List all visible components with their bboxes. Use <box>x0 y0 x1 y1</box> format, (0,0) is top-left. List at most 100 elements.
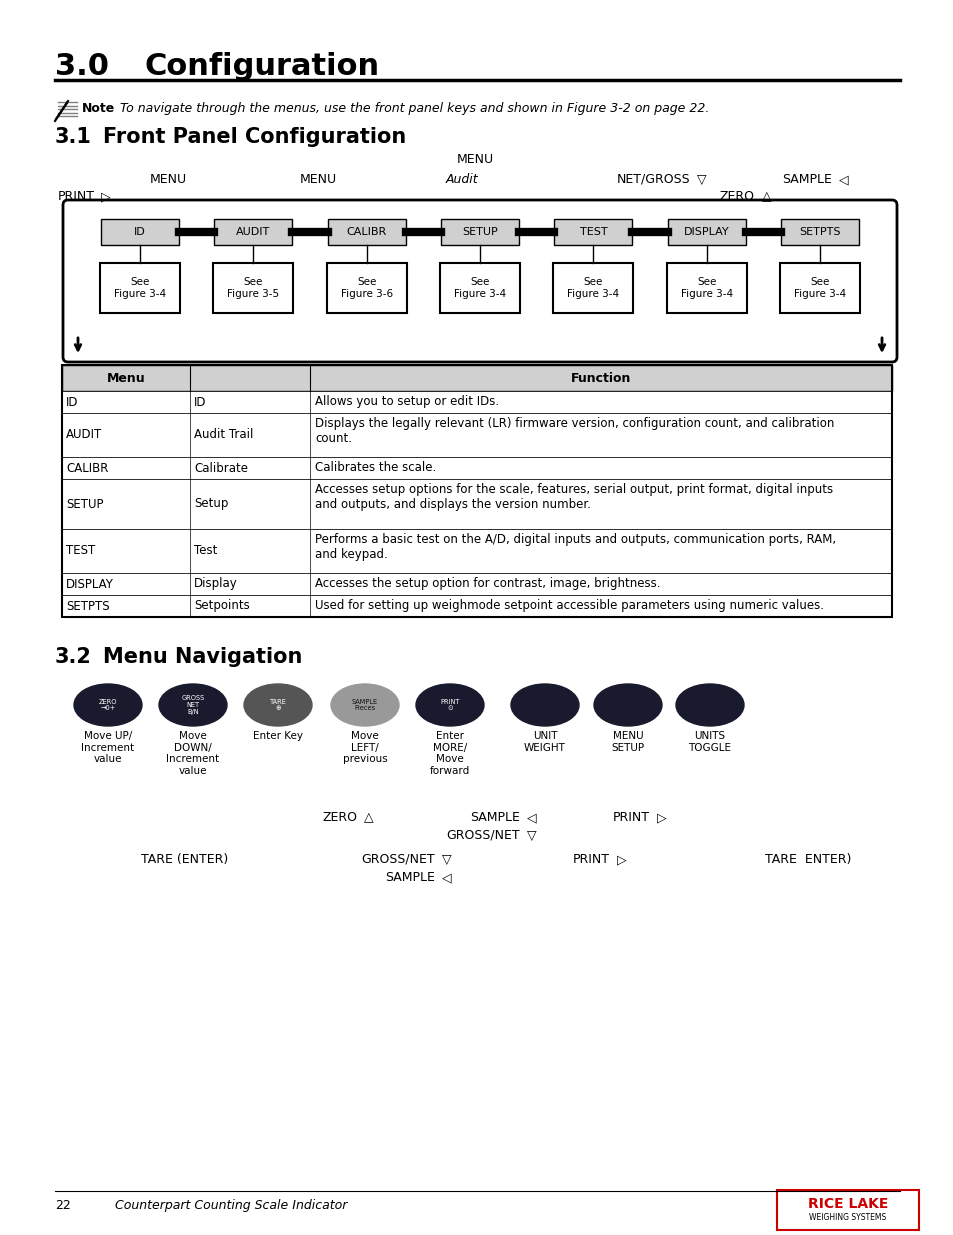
Text: Menu Navigation: Menu Navigation <box>103 647 302 667</box>
Text: Displays the legally relevant (LR) firmware version, configuration count, and ca: Displays the legally relevant (LR) firmw… <box>314 417 834 445</box>
Text: ▷: ▷ <box>97 190 111 203</box>
Text: ▽: ▽ <box>437 853 451 866</box>
FancyBboxPatch shape <box>62 529 891 573</box>
Text: UNITS
TOGGLE: UNITS TOGGLE <box>688 731 731 752</box>
Text: MENU: MENU <box>299 173 336 186</box>
Text: SETPTS: SETPTS <box>66 599 110 613</box>
Text: AUDIT: AUDIT <box>66 429 102 441</box>
Ellipse shape <box>594 684 661 726</box>
FancyBboxPatch shape <box>213 219 292 245</box>
Text: ID: ID <box>66 395 78 409</box>
FancyBboxPatch shape <box>667 219 745 245</box>
Text: SAMPLE
Pieces: SAMPLE Pieces <box>352 699 377 711</box>
FancyBboxPatch shape <box>440 219 518 245</box>
Text: ▽: ▽ <box>692 173 706 186</box>
FancyBboxPatch shape <box>776 1191 918 1230</box>
Text: WEIGHING SYSTEMS: WEIGHING SYSTEMS <box>808 1213 885 1221</box>
Text: Accesses setup options for the scale, features, serial output, print format, dig: Accesses setup options for the scale, fe… <box>314 483 832 511</box>
FancyBboxPatch shape <box>666 263 746 312</box>
FancyBboxPatch shape <box>62 479 891 529</box>
Ellipse shape <box>74 684 142 726</box>
Text: MENU: MENU <box>456 153 493 165</box>
FancyBboxPatch shape <box>327 219 405 245</box>
Text: To navigate through the menus, use the front panel keys and shown in Figure 3-2 : To navigate through the menus, use the f… <box>120 103 709 115</box>
Text: Test: Test <box>193 545 217 557</box>
Text: Audit: Audit <box>445 173 477 186</box>
Text: SETUP: SETUP <box>461 227 497 237</box>
FancyBboxPatch shape <box>62 595 891 618</box>
Text: ◁: ◁ <box>522 811 536 824</box>
Text: 3.0: 3.0 <box>55 52 109 82</box>
Text: 22: 22 <box>55 1199 71 1212</box>
Text: PRINT: PRINT <box>58 190 95 203</box>
Text: △: △ <box>758 190 771 203</box>
FancyBboxPatch shape <box>553 263 633 312</box>
Text: TARE
⊕: TARE ⊕ <box>270 699 286 711</box>
Text: ▽: ▽ <box>522 829 536 842</box>
Text: GROSS/NET: GROSS/NET <box>361 853 435 866</box>
FancyBboxPatch shape <box>100 263 179 312</box>
Text: MENU
SETUP: MENU SETUP <box>611 731 644 752</box>
FancyBboxPatch shape <box>62 391 891 412</box>
Text: Accesses the setup option for contrast, image, brightness.: Accesses the setup option for contrast, … <box>314 577 659 590</box>
Text: Counterpart Counting Scale Indicator: Counterpart Counting Scale Indicator <box>115 1199 347 1212</box>
FancyBboxPatch shape <box>63 200 896 362</box>
Text: Performs a basic test on the A/D, digital inputs and outputs, communication port: Performs a basic test on the A/D, digita… <box>314 534 835 561</box>
Text: Allows you to setup or edit IDs.: Allows you to setup or edit IDs. <box>314 395 498 408</box>
Text: Enter Key: Enter Key <box>253 731 303 741</box>
Text: Audit Trail: Audit Trail <box>193 429 253 441</box>
FancyBboxPatch shape <box>780 263 860 312</box>
Text: Move UP/
Increment
value: Move UP/ Increment value <box>81 731 134 764</box>
FancyBboxPatch shape <box>62 573 891 595</box>
FancyBboxPatch shape <box>554 219 632 245</box>
Text: Enter
MORE/
Move
forward: Enter MORE/ Move forward <box>430 731 470 776</box>
Text: SETPTS: SETPTS <box>799 227 841 237</box>
Ellipse shape <box>416 684 483 726</box>
Text: CALIBR: CALIBR <box>346 227 386 237</box>
Ellipse shape <box>244 684 312 726</box>
FancyBboxPatch shape <box>62 412 891 457</box>
Text: See
Figure 3-4: See Figure 3-4 <box>680 277 732 299</box>
FancyBboxPatch shape <box>101 219 178 245</box>
Text: Display: Display <box>193 578 237 590</box>
Text: See
Figure 3-6: See Figure 3-6 <box>340 277 393 299</box>
Text: PRINT: PRINT <box>613 811 649 824</box>
Text: △: △ <box>359 811 374 824</box>
Ellipse shape <box>511 684 578 726</box>
Text: ZERO: ZERO <box>323 811 357 824</box>
Ellipse shape <box>159 684 227 726</box>
Text: Front Panel Configuration: Front Panel Configuration <box>103 127 406 147</box>
FancyBboxPatch shape <box>62 457 891 479</box>
Text: See
Figure 3-4: See Figure 3-4 <box>454 277 505 299</box>
Text: TARE (ENTER): TARE (ENTER) <box>141 853 229 866</box>
Text: Used for setting up weighmode setpoint accessible parameters using numeric value: Used for setting up weighmode setpoint a… <box>314 599 823 613</box>
FancyBboxPatch shape <box>439 263 519 312</box>
Text: GROSS
NET
B/N: GROSS NET B/N <box>181 695 204 715</box>
Text: Move
LEFT/
previous: Move LEFT/ previous <box>342 731 387 764</box>
Text: Function: Function <box>570 372 631 384</box>
Ellipse shape <box>331 684 398 726</box>
Text: See
Figure 3-4: See Figure 3-4 <box>794 277 845 299</box>
Text: TEST: TEST <box>579 227 607 237</box>
Text: SAMPLE: SAMPLE <box>781 173 831 186</box>
Text: ▷: ▷ <box>613 853 626 866</box>
Text: ID: ID <box>133 227 146 237</box>
Text: RICE LAKE: RICE LAKE <box>807 1197 887 1212</box>
Text: ZERO: ZERO <box>720 190 754 203</box>
Text: TARE  ENTER): TARE ENTER) <box>764 853 850 866</box>
Text: 3.1: 3.1 <box>55 127 91 147</box>
Text: 3.2: 3.2 <box>55 647 91 667</box>
FancyBboxPatch shape <box>213 263 293 312</box>
Text: DISPLAY: DISPLAY <box>66 578 113 590</box>
Text: DISPLAY: DISPLAY <box>683 227 729 237</box>
Text: See
Figure 3-5: See Figure 3-5 <box>227 277 279 299</box>
Text: GROSS/NET: GROSS/NET <box>446 829 519 842</box>
Text: SAMPLE: SAMPLE <box>385 871 435 884</box>
Text: ID: ID <box>193 395 206 409</box>
FancyBboxPatch shape <box>326 263 406 312</box>
Text: AUDIT: AUDIT <box>235 227 270 237</box>
Text: Calibrates the scale.: Calibrates the scale. <box>314 461 436 474</box>
Text: SETUP: SETUP <box>66 498 103 510</box>
Text: ◁: ◁ <box>437 871 451 884</box>
Text: See
Figure 3-4: See Figure 3-4 <box>113 277 166 299</box>
